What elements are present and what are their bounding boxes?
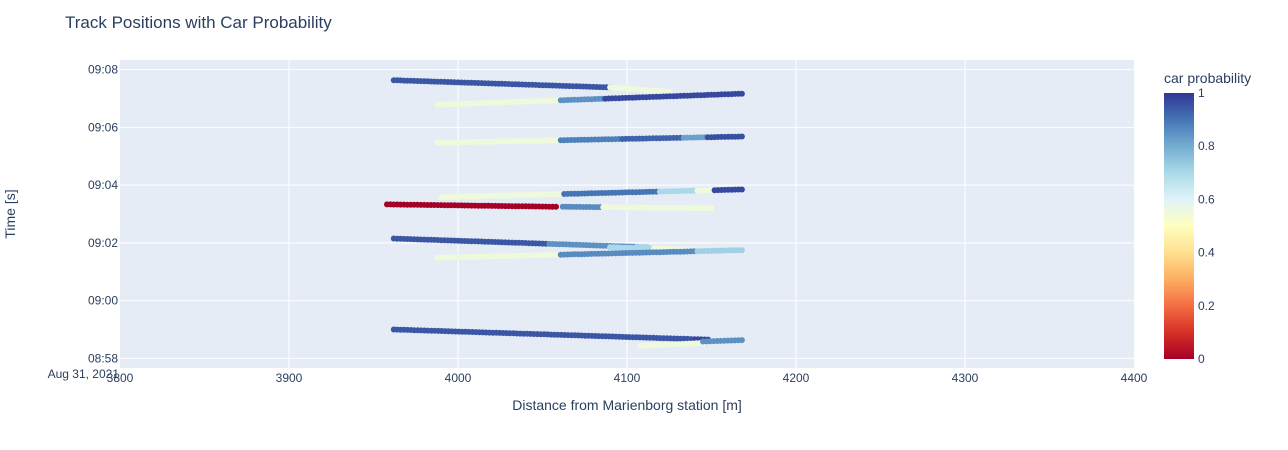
grid-lines [120, 60, 1134, 368]
colorbar [1164, 93, 1194, 359]
colorbar-tick-label: 0.8 [1198, 139, 1215, 153]
x-tick-label: 4100 [614, 371, 641, 385]
x-tick-label: 3900 [276, 371, 303, 385]
colorbar-tick-label: 0.2 [1198, 299, 1215, 313]
data-point [738, 186, 745, 193]
x-axis-title: Distance from Marienborg station [m] [512, 397, 742, 413]
x-tick-label: 4200 [783, 371, 810, 385]
y-axis-date-label: Aug 31, 2021 [48, 367, 120, 381]
y-tick-label: 09:06 [88, 120, 118, 134]
data-point [553, 203, 559, 210]
y-axis-title: Time [s] [2, 189, 18, 238]
colorbar-tick-label: 0.6 [1198, 192, 1215, 206]
data-point [738, 133, 745, 140]
y-tick-label: 09:02 [88, 236, 118, 250]
data-point [738, 247, 745, 254]
x-tick-label: 4000 [445, 371, 472, 385]
colorbar-ticks: 0 0.2 0.4 0.6 0.8 1 [1198, 86, 1215, 366]
colorbar-tick-label: 0 [1198, 352, 1205, 366]
data-point [738, 337, 745, 344]
y-tick-label: 09:08 [88, 63, 118, 77]
y-tick-label: 09:00 [88, 294, 118, 308]
colorbar-tick-label: 0.4 [1198, 246, 1215, 260]
chart-title: Track Positions with Car Probability [65, 13, 332, 32]
data-point [708, 205, 715, 212]
data-point [738, 90, 745, 97]
x-tick-label: 3800 [107, 371, 134, 385]
y-axis-ticks: 08:58 09:00 09:02 09:04 09:06 09:08 [88, 63, 118, 366]
data-points [384, 77, 745, 349]
x-tick-label: 4400 [1121, 371, 1148, 385]
colorbar-tick-label: 1 [1198, 86, 1205, 100]
y-tick-label: 08:58 [88, 351, 118, 365]
x-tick-label: 4300 [952, 371, 979, 385]
data-point [666, 88, 673, 95]
y-tick-label: 09:04 [88, 178, 118, 192]
x-axis-ticks: 3800 3900 4000 4100 4200 4300 4400 [107, 371, 1148, 385]
colorbar-title: car probability [1164, 70, 1251, 86]
